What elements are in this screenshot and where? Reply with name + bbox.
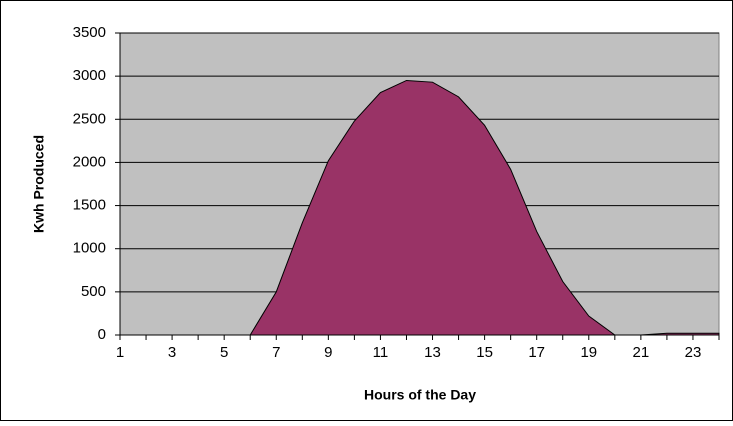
x-tick-label: 13 (424, 344, 441, 361)
y-tick-label: 500 (81, 283, 106, 300)
x-axis-title: Hours of the Day (364, 387, 476, 403)
x-tick-label: 21 (633, 344, 650, 361)
x-tick-label: 5 (220, 344, 228, 361)
x-tick-label: 23 (685, 344, 702, 361)
x-tick-label: 19 (580, 344, 597, 361)
y-tick-label: 1000 (73, 240, 106, 257)
x-tick-label: 17 (528, 344, 545, 361)
y-axis-title: Kwh Produced (31, 135, 47, 233)
y-tick-label: 3000 (73, 67, 106, 84)
x-tick-label: 3 (168, 344, 176, 361)
y-tick-label: 1500 (73, 197, 106, 214)
x-tick-label: 11 (373, 344, 389, 361)
x-tick-label: 7 (272, 344, 280, 361)
x-tick-label: 15 (476, 344, 493, 361)
y-tick-label: 0 (98, 326, 106, 343)
x-tick-label: 1 (116, 344, 124, 361)
y-tick-label: 2500 (73, 110, 106, 127)
y-tick-label: 3500 (73, 24, 106, 41)
y-tick-label: 2000 (73, 153, 106, 170)
x-tick-label: 9 (324, 344, 332, 361)
